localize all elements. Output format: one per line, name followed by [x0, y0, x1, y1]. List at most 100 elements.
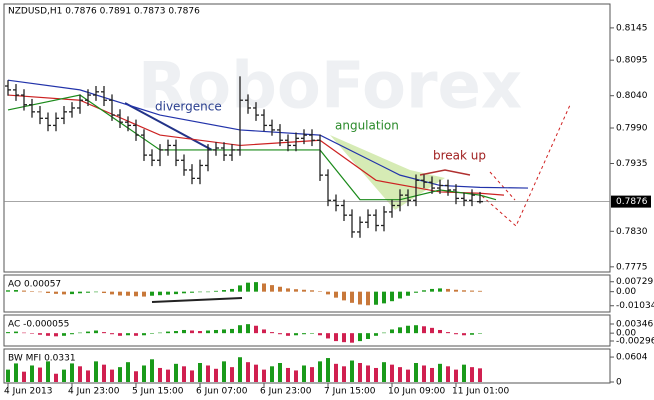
histogram-bar: [390, 329, 394, 334]
histogram-bar: [142, 365, 146, 382]
histogram-bar: [294, 370, 298, 382]
histogram-bar: [350, 291, 354, 303]
histogram-bar: [398, 291, 402, 299]
histogram-bar: [142, 333, 146, 336]
y-tick-label: 0.7935: [616, 159, 648, 169]
histogram-bar: [286, 288, 290, 292]
histogram-bar: [70, 363, 74, 382]
histogram-bar: [214, 368, 218, 382]
forecast-path: [481, 104, 571, 227]
ao-divergence-line: [151, 297, 243, 303]
y-tick-label: 0.00346: [616, 319, 653, 329]
histogram-bar: [478, 290, 482, 292]
histogram-bar: [286, 367, 290, 382]
histogram-bar: [462, 364, 466, 382]
histogram-bar: [222, 329, 226, 334]
y-tick-label: 0.00729: [616, 277, 653, 287]
annotation: divergence: [155, 100, 222, 114]
histogram-bar: [54, 291, 58, 294]
x-tick-label: 4 Jun 2013: [4, 387, 52, 397]
histogram-bar: [430, 288, 434, 292]
histogram-bar: [142, 291, 146, 297]
histogram-bar: [38, 291, 42, 293]
histogram-bar: [446, 288, 450, 292]
divergence-line: [124, 102, 213, 151]
histogram-bar: [262, 283, 266, 292]
panel-label: AO 0.00057: [8, 280, 61, 290]
histogram-bar: [334, 363, 338, 382]
break-up-lines: [419, 169, 471, 176]
histogram-bar: [398, 327, 402, 334]
histogram-bar: [254, 325, 258, 334]
current-price-label: 0.7876: [616, 197, 648, 207]
histogram-bar: [46, 333, 50, 336]
histogram-bar: [110, 369, 114, 382]
histogram-bar: [230, 288, 234, 292]
x-tick-label: 6 Jun 07:00: [196, 387, 248, 397]
histogram-bar: [294, 289, 298, 292]
histogram-bar: [78, 366, 82, 382]
histogram-bar: [94, 361, 98, 382]
histogram-bar: [110, 333, 114, 335]
histogram-bar: [366, 291, 370, 306]
histogram-bar: [94, 291, 98, 293]
histogram-bar: [86, 331, 90, 334]
histogram-bar: [278, 333, 282, 335]
histogram-bar: [38, 333, 42, 335]
histogram-bar: [230, 367, 234, 382]
histogram-bar: [430, 367, 434, 382]
histogram-bar: [70, 291, 74, 295]
histogram-bar: [342, 291, 346, 301]
y-tick-label: 0.00: [616, 329, 636, 339]
histogram-bar: [182, 329, 186, 334]
histogram-bar: [462, 290, 466, 292]
annotation: break up: [433, 149, 486, 163]
x-tick-label: 4 Jun 23:00: [68, 387, 120, 397]
x-tick-label: 6 Jun 23:00: [260, 387, 312, 397]
y-tick-label: 0.0604: [616, 353, 648, 363]
histogram-bar: [198, 291, 202, 293]
histogram-bar: [342, 333, 346, 343]
histogram-bar: [102, 364, 106, 382]
y-tick-label: 0: [616, 378, 622, 388]
histogram-bar: [406, 325, 410, 334]
histogram-bar: [414, 325, 418, 334]
histogram-bar: [70, 333, 74, 335]
histogram-bar: [118, 333, 122, 336]
histogram-bar: [238, 285, 242, 292]
histogram-bar: [206, 365, 210, 382]
histogram-bar: [14, 290, 18, 292]
histogram-bar: [230, 328, 234, 334]
histogram-bar: [478, 333, 482, 334]
histogram-bar: [358, 291, 362, 305]
histogram-bar: [206, 330, 210, 334]
ao-panel-frame: [3, 274, 611, 313]
histogram-bar: [14, 363, 18, 382]
histogram-bar: [406, 291, 410, 296]
histogram-bar: [190, 330, 194, 334]
histogram-bar: [302, 365, 306, 382]
histogram-bar: [374, 291, 378, 305]
histogram-bar: [174, 331, 178, 334]
histogram-bar: [382, 332, 386, 334]
watermark: RoboForex: [138, 50, 522, 124]
histogram-bar: [134, 291, 138, 297]
current-price-box: [611, 195, 651, 208]
main-panel-frame: [3, 3, 611, 273]
histogram-bar: [390, 364, 394, 382]
histogram-bar: [358, 333, 362, 342]
histogram-bar: [158, 332, 162, 334]
histogram-bar: [286, 333, 290, 336]
histogram-bar: [422, 365, 426, 382]
histogram-bar: [382, 291, 386, 304]
histogram-bar: [190, 370, 194, 382]
histogram-bar: [270, 285, 274, 292]
histogram-bar: [30, 365, 34, 382]
histogram-bar: [438, 329, 442, 334]
histogram-bar: [150, 291, 154, 296]
histogram-bar: [134, 333, 138, 336]
histogram-bar: [350, 333, 354, 343]
histogram-bar: [166, 331, 170, 334]
y-tick-label: -0.00296: [616, 336, 654, 346]
